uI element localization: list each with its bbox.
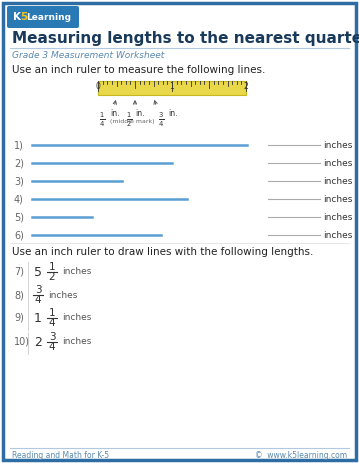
Text: 3: 3 [35, 285, 41, 295]
Text: 7): 7) [14, 267, 24, 277]
Text: 2: 2 [244, 82, 248, 91]
Text: (middle mark): (middle mark) [110, 119, 154, 124]
Text: inches: inches [62, 338, 92, 346]
Text: 4: 4 [49, 342, 55, 352]
Text: inches: inches [323, 176, 353, 186]
Text: 5): 5) [14, 212, 24, 222]
Text: K: K [13, 12, 21, 22]
Text: 3): 3) [14, 176, 24, 186]
Text: Use an inch ruler to measure the following lines.: Use an inch ruler to measure the followi… [12, 65, 265, 75]
Text: $\frac{1}{2}$: $\frac{1}{2}$ [126, 111, 132, 129]
FancyBboxPatch shape [7, 6, 79, 28]
Text: 3: 3 [49, 332, 55, 342]
Text: Measuring lengths to the nearest quarter inch: Measuring lengths to the nearest quarter… [12, 31, 359, 45]
Text: 8): 8) [14, 290, 24, 300]
Text: 1: 1 [49, 308, 55, 318]
Text: $\frac{1}{4}$: $\frac{1}{4}$ [99, 111, 106, 129]
Text: 1: 1 [49, 262, 55, 272]
Text: 4: 4 [35, 295, 41, 305]
Text: inches: inches [62, 268, 92, 276]
FancyBboxPatch shape [3, 3, 356, 460]
Text: in.: in. [135, 109, 145, 118]
Text: 5: 5 [20, 12, 27, 22]
Text: 9): 9) [14, 313, 24, 323]
Text: 5: 5 [34, 265, 42, 279]
Text: 2): 2) [14, 158, 24, 168]
Text: 4): 4) [14, 194, 24, 204]
Text: in.: in. [168, 109, 178, 118]
Text: 0: 0 [95, 82, 101, 91]
Bar [98, 81, 246, 95]
Text: 2: 2 [49, 272, 55, 282]
Text: inches: inches [323, 213, 353, 221]
Text: Use an inch ruler to draw lines with the following lengths.: Use an inch ruler to draw lines with the… [12, 247, 313, 257]
Text: $\frac{3}{4}$: $\frac{3}{4}$ [158, 111, 165, 129]
Text: inches: inches [323, 140, 353, 150]
Text: inches: inches [323, 158, 353, 168]
Text: Reading and Math for K-5: Reading and Math for K-5 [12, 451, 109, 461]
Text: Grade 3 Measurement Worksheet: Grade 3 Measurement Worksheet [12, 51, 164, 61]
Text: inches: inches [323, 194, 353, 204]
Text: 2: 2 [34, 336, 42, 349]
Text: 10): 10) [14, 337, 30, 347]
Text: in.: in. [111, 109, 120, 118]
Text: 1: 1 [34, 312, 42, 325]
Text: inches: inches [48, 290, 78, 300]
Text: 6): 6) [14, 230, 24, 240]
Text: 4: 4 [49, 318, 55, 328]
Text: inches: inches [323, 231, 353, 239]
Text: Learning: Learning [26, 13, 71, 21]
Text: inches: inches [62, 313, 92, 323]
Text: ©  www.k5learning.com: © www.k5learning.com [255, 451, 347, 461]
Text: 1): 1) [14, 140, 24, 150]
Text: 1: 1 [169, 82, 174, 91]
